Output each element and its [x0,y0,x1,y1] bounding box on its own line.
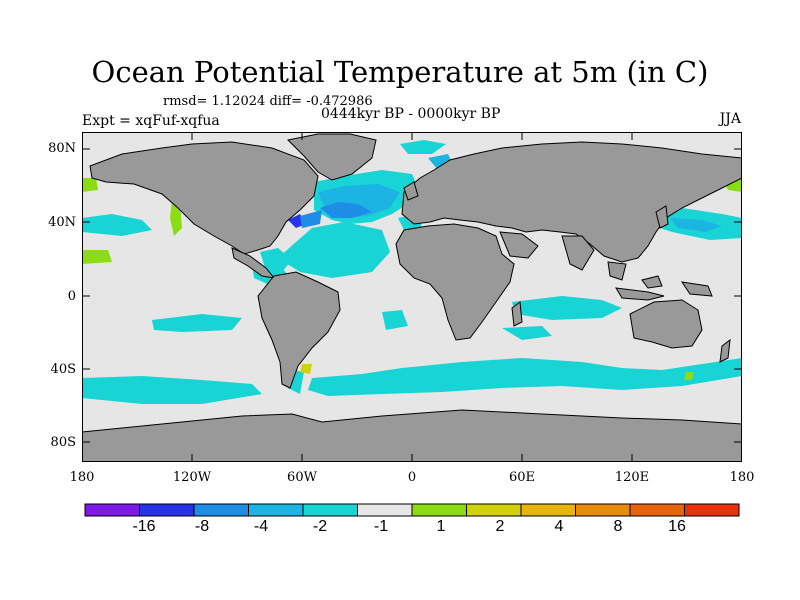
colorbar-label-2: 2 [495,518,505,535]
stats-text: rmsd= 1.12024 diff= -0.472986 [163,94,373,109]
colorbar-swatch [411,503,467,517]
lon-label-60w: 60W [287,470,317,485]
axis-ticks [82,132,742,462]
period-label: 0444kyr BP - 0000kyr BP [321,106,501,122]
lon-label-180w: 180 [69,470,95,485]
colorbar-label-minus4: -4 [253,518,269,535]
anomaly-fields [82,140,742,404]
lon-label-0: 0 [407,470,417,485]
lon-label-120e: 120E [614,470,650,485]
colorbar-swatch [357,503,413,517]
lon-label-120w: 120W [172,470,212,485]
lat-label-40n: 40N [48,215,76,230]
colorbar-label-minus8: -8 [194,518,210,535]
colorbar-swatch [193,503,249,517]
colorbar-label-4: 4 [554,518,564,535]
lat-label-0: 0 [67,289,76,304]
map-title: Ocean Potential Temperature at 5m (in C) [91,55,709,89]
colorbar-label-minus2: -2 [312,518,328,535]
lon-label-180e: 180 [729,470,755,485]
map-panel [82,132,742,462]
colorbar-label-1: 1 [436,518,446,535]
lat-label-40s: 40S [50,362,76,377]
colorbar-swatch [520,503,576,517]
colorbar-swatch [302,503,358,517]
colorbar-label-8: 8 [613,518,623,535]
world-map [82,132,742,462]
colorbar-swatch [466,503,522,517]
colorbar-label-minus16: -16 [132,518,156,535]
colorbar-swatch [575,503,631,517]
colorbar [84,503,740,517]
colorbar-swatch [248,503,304,517]
colorbar-swatch [684,503,740,517]
land-masses [82,133,742,462]
colorbar-label-16: 16 [668,518,686,535]
colorbar-label-minus1: -1 [373,518,389,535]
colorbar-swatch [629,503,685,517]
lon-label-60e: 60E [508,470,536,485]
lat-label-80s: 80S [50,435,76,450]
experiment-label: Expt = xqFuf-xqfua [82,113,220,129]
colorbar-swatch [84,503,140,517]
colorbar-swatch [139,503,195,517]
season-label: JJA [719,111,741,127]
lat-label-80n: 80N [48,141,76,156]
